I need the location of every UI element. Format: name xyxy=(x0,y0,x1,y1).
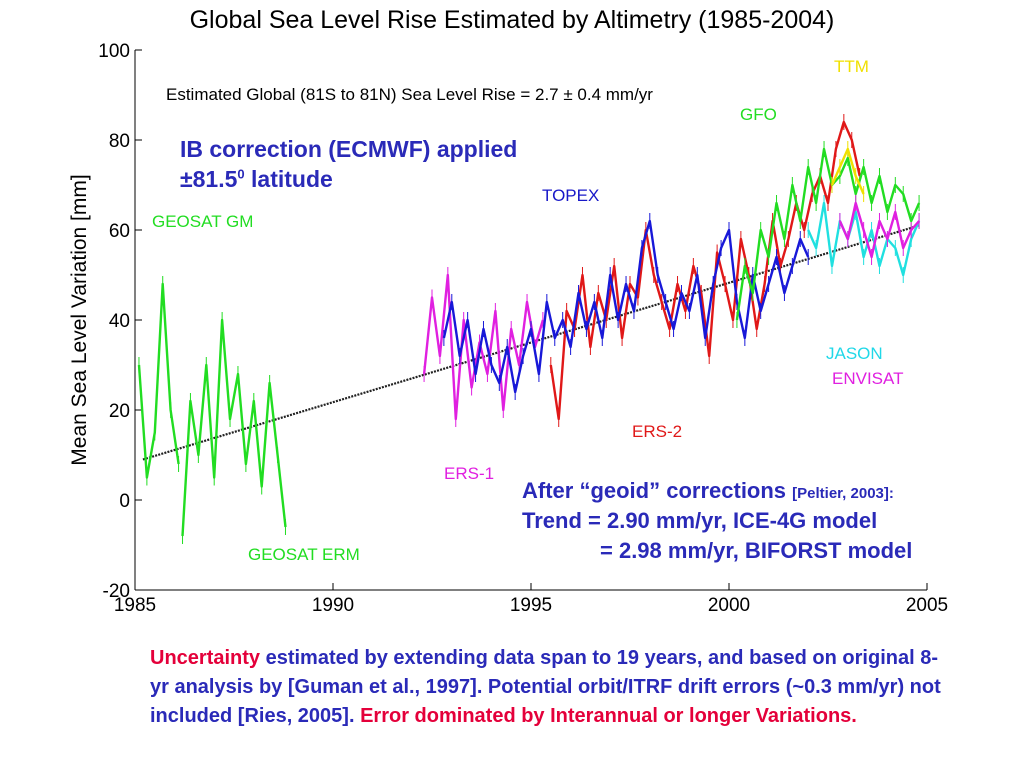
chart-axes: 1985 1990 1995 2000 2005 -20 0 20 40 60 80 100 Mean … xyxy=(68,41,948,616)
y-tick-label: 100 xyxy=(98,41,130,62)
x-tick-label: 2000 xyxy=(708,595,750,616)
y-tick-label: 40 xyxy=(109,311,130,332)
series-line xyxy=(181,318,287,537)
x-tick-label: 1990 xyxy=(312,595,354,616)
trend-biforst-note: = 2.98 mm/yr, BIFORST model xyxy=(600,538,913,563)
series-label: GEOSAT ERM xyxy=(248,545,360,564)
y-tick-label: 20 xyxy=(109,401,130,422)
x-tick-label: 1995 xyxy=(510,595,552,616)
series-label: GFO xyxy=(740,105,777,124)
x-tick-label: 2005 xyxy=(906,595,948,616)
series-line xyxy=(549,120,861,421)
trend-line xyxy=(142,224,920,461)
series-line xyxy=(735,147,921,321)
series-label: GEOSAT GM xyxy=(152,212,254,231)
series-geosat-gm xyxy=(137,276,180,486)
chart-title: Global Sea Level Rise Estimated by Altim… xyxy=(189,6,835,34)
series-geosat-erm xyxy=(181,312,287,544)
series-label: ERS-2 xyxy=(632,422,683,441)
series-label: TTM xyxy=(834,57,869,76)
series-line xyxy=(137,282,180,479)
y-tick-label: 60 xyxy=(109,221,130,242)
footnote-red-start: Uncertainty xyxy=(150,647,261,669)
series-layer xyxy=(137,114,921,544)
trend-layer xyxy=(142,224,920,461)
series-topex xyxy=(442,213,810,400)
series-gfo xyxy=(735,141,921,328)
y-axis-label: Mean Sea Level Variation [mm] xyxy=(68,174,91,465)
series-label: JASON xyxy=(826,344,883,363)
series-line xyxy=(422,273,545,421)
y-tick-label: -20 xyxy=(103,581,130,602)
geoid-corrections-note: After “geoid” corrections [Peltier, 2003… xyxy=(522,478,894,503)
y-tick-label: 80 xyxy=(109,131,130,152)
footnote-blue-text: estimated by extending data span to 19 y… xyxy=(150,647,941,727)
trend-ice4g-note: Trend = 2.90 mm/yr, ICE-4G model xyxy=(522,508,878,533)
ib-correction-note: IB correction (ECMWF) applied xyxy=(180,136,518,162)
x-tick-label: 1985 xyxy=(114,595,156,616)
series-ttm xyxy=(830,141,865,202)
series-jason xyxy=(807,195,921,283)
series-label: TOPEX xyxy=(542,186,600,205)
latitude-note: ±81.50 latitude xyxy=(180,166,333,192)
series-label: ERS-1 xyxy=(444,464,495,483)
footnote-red-end: Error dominated by Interannual or longer… xyxy=(360,705,857,727)
series-label: ENVISAT xyxy=(832,369,904,388)
uncertainty-footnote: Uncertainty estimated by extending data … xyxy=(150,644,950,731)
series-ers-2 xyxy=(549,114,861,427)
y-tick-label: 0 xyxy=(119,491,130,512)
series-envisat xyxy=(838,195,921,265)
chart-subtitle: Estimated Global (81S to 81N) Sea Level … xyxy=(166,85,653,104)
